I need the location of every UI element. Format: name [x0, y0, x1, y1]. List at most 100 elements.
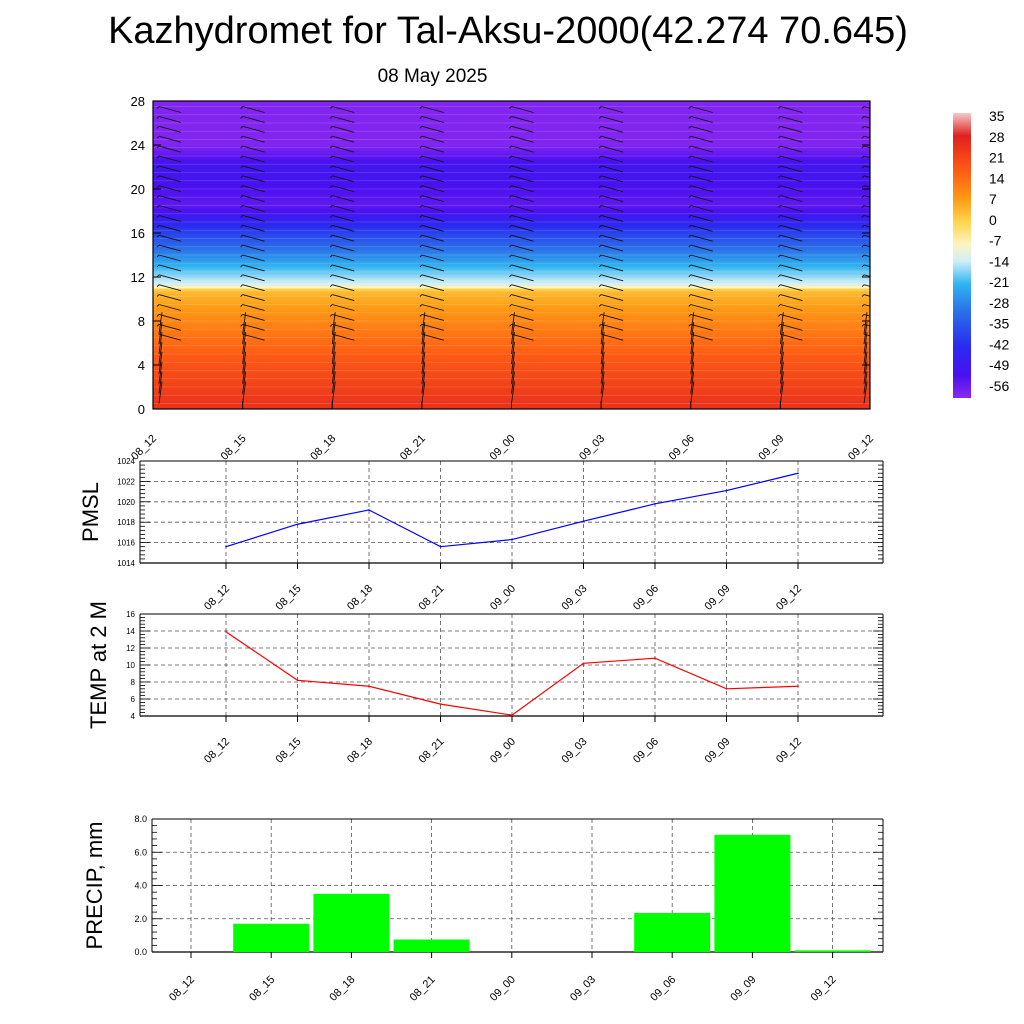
wind-barb	[600, 351, 605, 374]
wind-barb-flag	[158, 195, 182, 203]
wind-barb	[861, 294, 865, 297]
heatmap-band	[153, 304, 870, 308]
wind-barb	[688, 135, 692, 139]
wind-barb-flag	[242, 333, 265, 341]
wind-barb	[242, 361, 247, 384]
wind-barb-flag	[690, 254, 713, 262]
wind-barb-flag	[511, 234, 534, 242]
wind-barb	[509, 254, 512, 258]
wind-barb	[511, 351, 515, 374]
wind-barb-flag	[690, 145, 713, 153]
wind-barb	[421, 351, 426, 374]
wind-barb	[511, 371, 515, 394]
wind-barb-flag	[780, 333, 803, 341]
wind-barb	[329, 135, 333, 139]
x-tick-label: 09_09	[703, 736, 733, 766]
wind-barb	[511, 312, 515, 335]
x-tick-label: 09_06	[648, 974, 678, 1004]
wind-barb	[419, 314, 423, 317]
colorbar: 35 28 21 14 7 0 -7 -14 -21 -28 -35 -42 -49 -56	[953, 108, 1009, 398]
wind-barb-flag	[421, 274, 444, 282]
wind-barb-flag	[332, 323, 355, 331]
y-tick-label: 12	[126, 644, 135, 653]
wind-barb-flag	[690, 234, 713, 242]
wind-barb	[778, 185, 781, 189]
y-tick-label: 10	[126, 661, 135, 670]
wind-barb-flag	[601, 195, 624, 203]
wind-barb-flag	[242, 294, 265, 302]
wind-barb-flag	[421, 254, 444, 262]
wind-barb	[329, 274, 333, 278]
wind-barb	[329, 125, 333, 129]
wind-barb-flag	[780, 155, 803, 163]
wind-barb	[778, 294, 781, 297]
wind-barb	[863, 371, 868, 394]
wind-barb	[509, 224, 512, 228]
wind-barb	[240, 145, 243, 149]
wind-barb	[598, 224, 602, 228]
heatmap-band	[153, 112, 870, 116]
wind-barb-flag	[332, 185, 355, 193]
heatmap-band	[153, 147, 870, 152]
heatmap-band	[153, 376, 870, 380]
wind-barb	[421, 361, 426, 384]
wind-barb-flag	[511, 165, 534, 173]
heatmap-band	[153, 277, 870, 281]
pmsl-panel: 1014 1016 1018 1020 1022 1024 PMSL 08_12 08_15 08…	[78, 457, 884, 613]
wind-barb-flag	[863, 115, 870, 119]
y-tick-label: 1020	[117, 498, 135, 507]
wind-barb-flag	[863, 135, 870, 139]
wind-barb-flag	[863, 294, 870, 297]
heatmap-band	[153, 189, 870, 193]
data-point	[368, 685, 370, 688]
wind-barb	[158, 341, 163, 364]
wind-barb-flag	[511, 264, 534, 272]
wind-barb-flag	[780, 254, 803, 262]
heatmap-band	[153, 224, 870, 229]
wind-barb	[511, 331, 515, 355]
data-point	[797, 685, 799, 688]
wind-barb	[598, 274, 602, 278]
wind-barb	[598, 205, 602, 208]
wind-barb	[778, 155, 781, 159]
wind-barb-flag	[863, 264, 870, 268]
heatmap-band	[153, 142, 870, 146]
wind-barb-flag	[780, 214, 803, 222]
colorbar-label: 28	[989, 129, 1005, 145]
y-tick-label: 24	[131, 138, 145, 153]
heatmap-band	[153, 222, 870, 226]
y-tick-label: 4	[138, 358, 145, 373]
wind-barb	[240, 155, 243, 159]
wind-barb-flag	[511, 214, 534, 222]
colorbar-bar	[953, 113, 971, 398]
wind-barb-flag	[511, 304, 534, 311]
x-tick-label: 09_06	[631, 583, 661, 613]
wind-barb-flag	[158, 244, 182, 252]
wind-barb-flag	[158, 333, 182, 341]
wind-barb-flag	[511, 254, 534, 262]
wind-barb	[863, 341, 868, 364]
data-point	[225, 631, 227, 633]
wind-barb	[598, 294, 602, 297]
wind-barb-flag	[511, 284, 534, 292]
wind-barb-flag	[863, 224, 870, 228]
wind-barb-flag	[601, 185, 624, 193]
heatmap-band	[153, 285, 870, 289]
wind-barb-flag	[332, 135, 355, 143]
wind-barb-flag	[690, 115, 713, 123]
x-tick-label: 08_18	[345, 583, 375, 613]
wind-barb	[421, 371, 426, 394]
wind-barb-flag	[158, 284, 182, 292]
y-tick-label: 28	[131, 94, 145, 109]
wind-barb-flag	[511, 125, 534, 133]
wind-barb-flag	[421, 244, 444, 252]
wind-barb	[778, 254, 781, 258]
wind-barb	[778, 175, 781, 179]
wind-barb	[156, 284, 160, 288]
x-tick-label: 09_03	[577, 433, 607, 463]
wind-barb	[779, 361, 784, 384]
colorbar-label: 21	[989, 150, 1005, 166]
wind-barb	[688, 145, 692, 149]
wind-barb-flag	[158, 313, 182, 321]
heatmap-band	[153, 161, 870, 165]
